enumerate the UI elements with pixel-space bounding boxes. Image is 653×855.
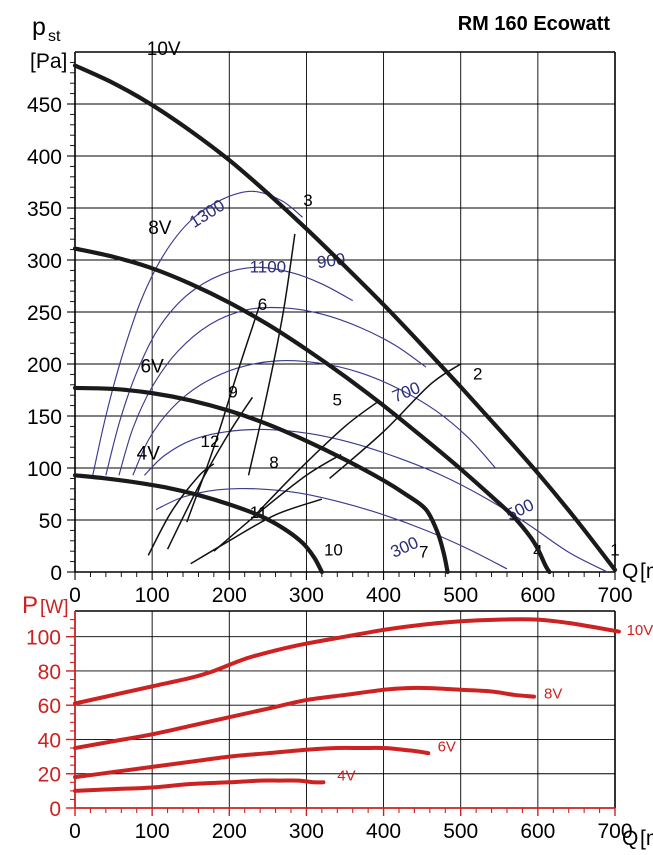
y-tick-label-power: 0 (49, 798, 61, 821)
y-tick-label: 450 (27, 94, 62, 117)
x-tick-label-power: 0 (69, 820, 81, 843)
iso-curve-700 (132, 359, 496, 476)
operating-point-label-12: 12 (201, 432, 220, 451)
pressure-gridlines (75, 52, 616, 572)
x-tick-label: 500 (443, 584, 478, 607)
x-tick-label: 600 (520, 584, 555, 607)
system-line-5 (251, 399, 381, 519)
x-tick-label-power: 600 (520, 820, 555, 843)
operating-point-label-8: 8 (269, 453, 278, 472)
y-tick-label-power: 40 (38, 729, 61, 752)
power-gridlines (75, 611, 616, 808)
x-tick-label-power: 200 (212, 820, 247, 843)
power-voltage-label-8V: 8V (544, 685, 562, 702)
voltage-label-6V: 6V (141, 356, 165, 377)
y-tick-label: 100 (27, 458, 62, 481)
voltage-label-4V: 4V (137, 444, 161, 465)
iso-curve-1100 (105, 266, 353, 476)
page-title: RM 160 Ecowatt (458, 13, 611, 35)
power-ticks: 0 100 200 300 400 500 600 700 0 20 40 60 80 100 (26, 619, 633, 843)
iso-curve-500 (144, 428, 608, 573)
x-axis-label-q-power: Q (622, 827, 638, 850)
y-tick-label: 150 (27, 406, 62, 429)
y-tick-label: 200 (27, 354, 62, 377)
fan-curves: 10V 8V 6V 4V (72, 39, 618, 575)
system-line-9 (166, 396, 254, 550)
y-axis-label-p-power: P (22, 592, 38, 619)
iso-curve-label-1300: 1300 (186, 196, 228, 232)
operating-point-label-9: 9 (228, 382, 237, 401)
power-curves: 10V 8V 6V 4V (73, 617, 653, 793)
power-curve-10V (73, 617, 621, 706)
iso-curve-label-1100: 1100 (250, 257, 287, 276)
y-axis-unit-power: [W] (40, 597, 69, 618)
iso-curve-label-900: 900 (316, 249, 347, 272)
voltage-label-10V: 10V (147, 39, 181, 60)
fan-curve-8V (72, 246, 552, 575)
power-curve-6V (73, 745, 431, 780)
x-tick-label-power: 700 (597, 820, 632, 843)
voltage-label-8V: 8V (148, 218, 172, 239)
power-curve-4V (73, 778, 326, 793)
y-tick-label: 300 (27, 250, 62, 273)
fan-curve-10V (72, 63, 618, 573)
x-tick-label-power: 300 (289, 820, 324, 843)
x-tick-label: 100 (135, 584, 170, 607)
y-tick-label-power: 60 (38, 695, 61, 718)
x-tick-label-power: 100 (135, 820, 170, 843)
operating-point-label-1: 1 (610, 540, 619, 559)
operating-point-label-6: 6 (258, 295, 267, 314)
x-tick-label: 400 (366, 584, 401, 607)
y-axis-label-sub: st (48, 28, 61, 45)
pressure-ticks: 0 100 200 300 400 500 600 700 0 50 100 150 200 250 300… (27, 61, 633, 607)
pressure-frame (74, 51, 616, 573)
operating-point-label-5: 5 (333, 391, 342, 410)
x-axis-unit-power: [m3/h] (640, 827, 653, 850)
header: RM 160 Ecowatt (458, 13, 611, 35)
pressure-axes: pst [Pa] Q[m3/h] (30, 13, 653, 583)
operating-point-label-2: 2 (473, 365, 482, 384)
y-tick-label-power: 100 (26, 627, 61, 650)
iso-curve-label-700: 700 (389, 378, 422, 406)
operating-point-label-3: 3 (303, 191, 312, 210)
power-voltage-label-10V: 10V (627, 622, 653, 639)
y-axis-label-p: p (32, 13, 46, 41)
y-axis-unit: [Pa] (30, 50, 67, 73)
y-tick-label: 250 (27, 302, 62, 325)
iso-curve-300 (155, 487, 508, 570)
y-tick-label: 350 (27, 198, 62, 221)
system-line-8 (213, 453, 342, 552)
fan-curve-4V (72, 473, 324, 575)
x-tick-label: 200 (212, 584, 247, 607)
power-curve-8V (73, 685, 536, 751)
system-line-6 (186, 303, 261, 523)
x-tick-label: 300 (289, 584, 324, 607)
x-tick-label-power: 500 (443, 820, 478, 843)
power-axes: P[W] Q[m3/h] (22, 592, 653, 850)
x-tick-label: 700 (597, 584, 632, 607)
operating-point-label-7: 7 (419, 542, 428, 561)
x-tick-label-power: 400 (366, 820, 401, 843)
power-voltage-label-6V: 6V (438, 738, 456, 755)
y-tick-label-power: 80 (38, 661, 61, 684)
system-line-11 (190, 498, 323, 565)
y-tick-label: 0 (50, 562, 62, 585)
operating-point-label-10: 10 (324, 540, 343, 559)
x-axis-label-q: Q (622, 560, 638, 583)
fan-curve-6V (72, 385, 450, 575)
y-tick-label: 50 (39, 510, 62, 533)
y-tick-label: 400 (27, 146, 62, 169)
y-tick-label-power: 20 (38, 764, 61, 787)
power-voltage-label-4V: 4V (337, 768, 355, 785)
iso-curve-label-300: 300 (388, 533, 422, 562)
x-tick-label: 0 (69, 584, 81, 607)
iso-curve-900 (118, 306, 427, 476)
x-axis-unit: [m3/h] (640, 560, 653, 583)
system-line-3 (247, 233, 296, 476)
